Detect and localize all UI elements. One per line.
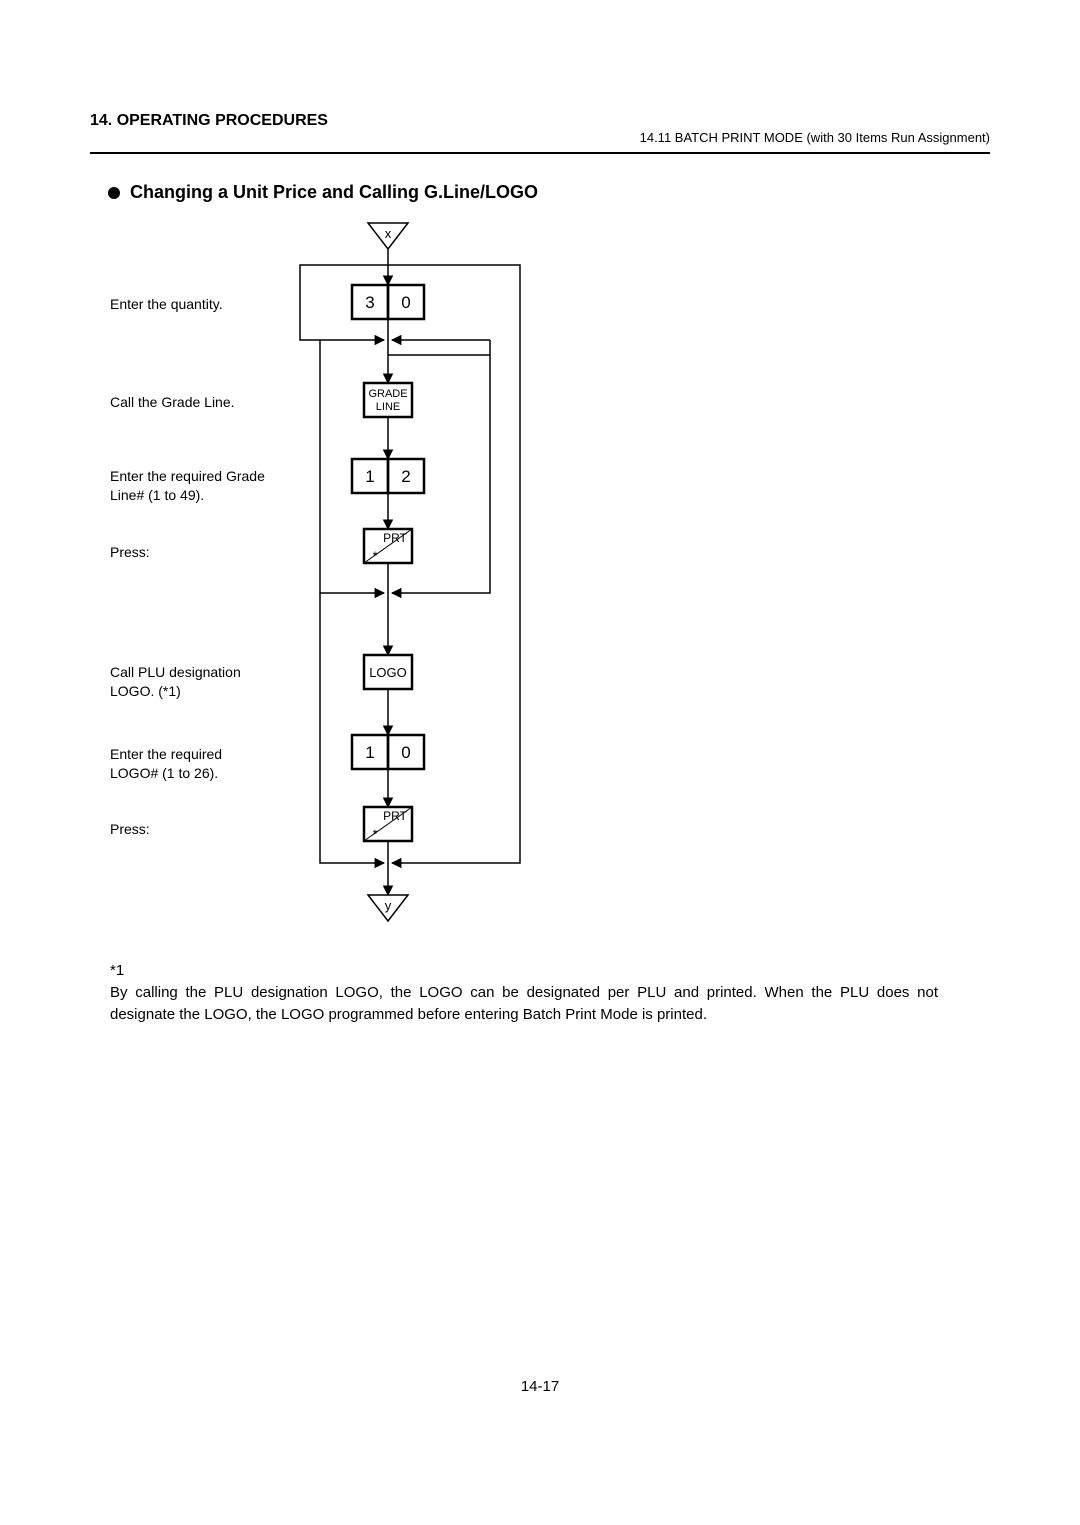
- prt-box: PRT *: [364, 529, 412, 563]
- footnote-marker: *1: [110, 960, 148, 982]
- svg-text:LOGO: LOGO: [369, 665, 407, 680]
- svg-text:0: 0: [401, 293, 410, 312]
- bullet-icon: [108, 187, 120, 199]
- page-number: 14-17: [0, 1378, 1080, 1395]
- step-label: Press:: [110, 820, 150, 839]
- svg-text:1: 1: [365, 467, 374, 486]
- step-label: Enter the requiredLOGO# (1 to 26).: [110, 745, 222, 783]
- header-rule: [90, 152, 990, 154]
- step-label: Enter the quantity.: [110, 295, 223, 314]
- svg-text:LINE: LINE: [376, 401, 400, 413]
- footnote-text: By calling the PLU designation LOGO, the…: [110, 982, 938, 1026]
- section-title-row: Changing a Unit Price and Calling G.Line…: [108, 182, 538, 203]
- svg-text:y: y: [385, 898, 392, 913]
- key-box: 1 2: [352, 459, 424, 493]
- step-label: Enter the required GradeLine# (1 to 49).: [110, 467, 265, 505]
- key-box: 3 0: [352, 285, 424, 319]
- svg-text:x: x: [385, 226, 392, 241]
- svg-text:2: 2: [401, 467, 410, 486]
- svg-text:GRADE: GRADE: [368, 388, 407, 400]
- svg-text:PRT: PRT: [383, 809, 407, 823]
- svg-text:0: 0: [401, 743, 410, 762]
- section-title: Changing a Unit Price and Calling G.Line…: [130, 182, 538, 203]
- svg-text:*: *: [373, 549, 378, 563]
- prt-box: PRT *: [364, 807, 412, 841]
- svg-text:1: 1: [365, 743, 374, 762]
- footnote: *1 By calling the PLU designation LOGO, …: [110, 960, 980, 1025]
- flow-exit: y: [368, 895, 408, 921]
- step-label: Call the Grade Line.: [110, 393, 235, 412]
- flowchart-svg: x 3 0 GRADE LINE: [90, 215, 610, 935]
- step-label: Press:: [110, 543, 150, 562]
- page: 14. OPERATING PROCEDURES 14.11 BATCH PRI…: [0, 0, 1080, 1525]
- svg-text:*: *: [373, 827, 378, 841]
- flowchart: Enter the quantity. Call the Grade Line.…: [90, 215, 610, 935]
- logo-box: LOGO: [364, 655, 412, 689]
- chapter-heading: 14. OPERATING PROCEDURES: [90, 112, 328, 130]
- svg-text:3: 3: [365, 293, 374, 312]
- step-label: Call PLU designationLOGO. (*1): [110, 663, 241, 701]
- flow-entry: x: [368, 223, 408, 249]
- svg-text:PRT: PRT: [383, 531, 407, 545]
- grade-line-box: GRADE LINE: [364, 383, 412, 417]
- key-box: 1 0: [352, 735, 424, 769]
- section-heading: 14.11 BATCH PRINT MODE (with 30 Items Ru…: [640, 130, 990, 145]
